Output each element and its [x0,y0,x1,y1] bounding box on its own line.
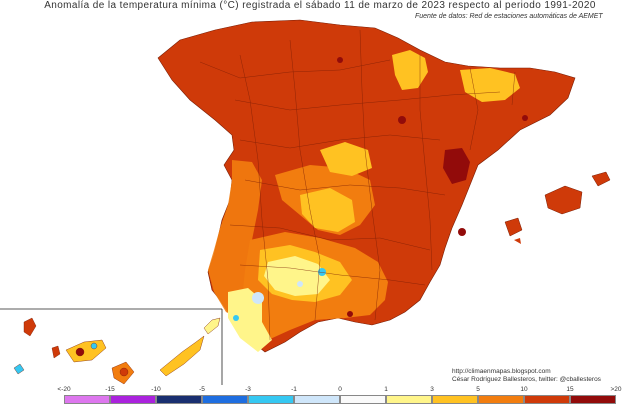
island-ibiza [504,217,523,237]
legend-tick-label: -5 [199,386,205,393]
cold-spot-cordoba [318,268,326,276]
legend-tick-label: 15 [566,386,574,393]
hot-spot-tarragona [522,115,528,121]
legend-swatch [248,395,294,404]
cold-spot-huelva [233,315,239,321]
legend-tick-label: -10 [151,386,161,393]
legend-tick-label: -15 [105,386,115,393]
legend-swatch [156,395,202,404]
legend-swatch [432,395,478,404]
legend-swatch [202,395,248,404]
legend-tick-label: 0 [338,386,342,393]
legend-swatches [64,395,616,404]
hot-spot-south [347,311,353,317]
author-credit: César Rodríguez Ballesteros, twitter: @c… [452,376,601,383]
legend-swatch [524,395,570,404]
legend-tick-label: 10 [520,386,528,393]
legend-swatch [386,395,432,404]
legend-tick-label: -1 [291,386,297,393]
island-formentera [514,238,521,244]
data-source-note: Fuente de datos: Red de estaciones autom… [415,13,603,20]
legend-tick-label: >20 [610,386,622,393]
province-borders [199,29,516,341]
blog-url: http://climaenmapas.blogspot.com [452,368,551,375]
hot-spot-castellon [443,148,470,184]
legend-swatch [570,395,616,404]
slight-zone-huelva [228,288,272,352]
mild-zone-duero [320,142,372,176]
legend-tick-label: 3 [430,386,434,393]
island-menorca [591,171,611,187]
legend-swatch [110,395,156,404]
map-title: Anomalía de la temperatura mínima (°C) r… [44,0,596,11]
hot-spot-murcia [398,116,406,124]
slight-zone-andalusia [264,256,330,296]
legend-swatch [64,395,110,404]
canary-inset-frame [0,308,223,385]
mild-zone-ebro [392,50,428,90]
canary-islands [13,317,221,385]
island-mallorca [544,185,583,215]
color-legend: <-20 -15 -10 -5 -3 -1 0 1 3 5 10 15 >20 [57,386,635,406]
cool-spot-jaen [297,281,303,287]
cool-spot-seville [252,292,264,304]
legend-tick-label: 5 [476,386,480,393]
legend-tick-label: 1 [384,386,388,393]
legend-swatch [340,395,386,404]
legend-swatch [294,395,340,404]
mild-zone-la-mancha [300,188,355,232]
legend-tick-label: -3 [245,386,251,393]
legend-tick-label: <-20 [57,386,71,393]
hot-spot-north [337,57,343,63]
hot-spot-valencia [458,228,466,236]
legend-swatch [478,395,524,404]
